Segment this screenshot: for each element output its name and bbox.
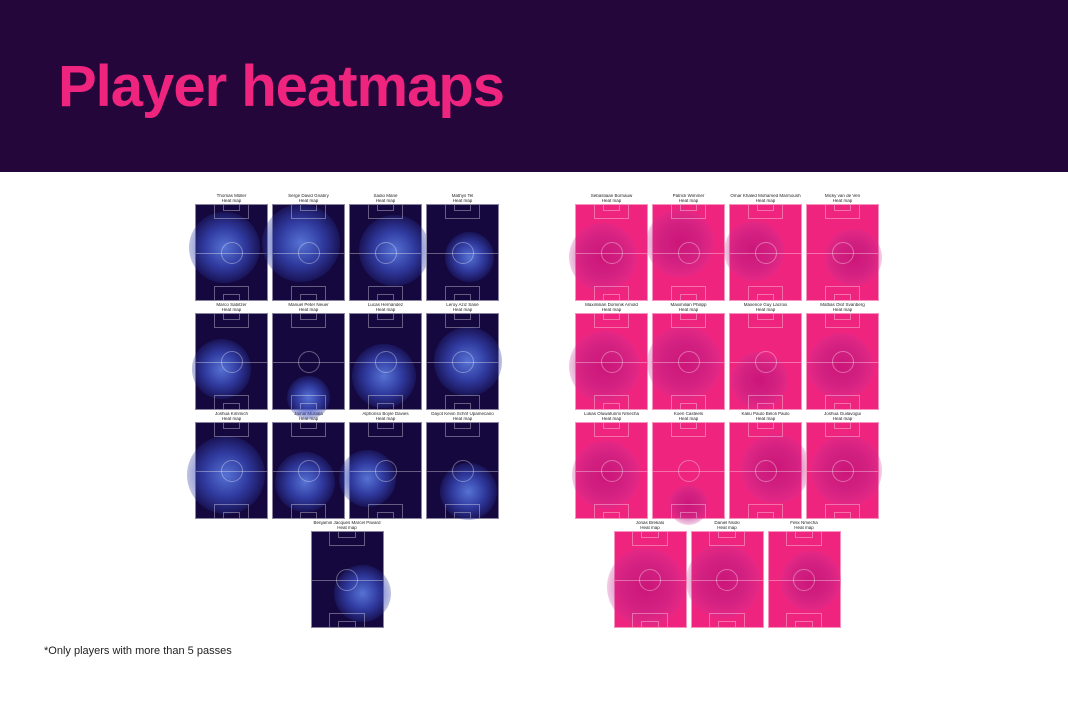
pitch-heatmap (195, 204, 268, 301)
player-name-label: Mathys TelHeat map (425, 194, 500, 204)
player-name-label: Leroy Aziz SanéHeat map (425, 303, 500, 313)
player-name-label: Maximilian PhilippHeat map (651, 303, 726, 313)
player-heatmap-card: Joshua GuilavoguiHeat map (805, 412, 880, 519)
player-name-label: Maximilian Dominik ArnoldHeat map (574, 303, 649, 313)
player-name-label: Felix NmechaHeat map (767, 521, 842, 531)
pitch-heatmap (806, 204, 879, 301)
player-name-label: Lukas Oluwafunmi NmechaHeat map (574, 412, 649, 422)
heatmap-row: Sebastiaan BornauwHeat mapPatrick Wimmer… (574, 194, 880, 301)
player-name-label: Lucas HernándezHeat map (348, 303, 423, 313)
player-heatmap-card: Patrick WimmerHeat map (651, 194, 726, 301)
player-heatmap-card: Joshua KimmichHeat map (194, 412, 269, 519)
pitch-heatmap (729, 422, 802, 519)
player-name-label: Alphonso Boyle DaviesHeat map (348, 412, 423, 422)
heatmap-row: Lukas Oluwafunmi NmechaHeat mapKoen Cast… (574, 412, 880, 519)
player-name-label: Patrick WimmerHeat map (651, 194, 726, 204)
player-name-label: Thomas MüllerHeat map (194, 194, 269, 204)
pitch-heatmap (272, 422, 345, 519)
player-name-label: Marco SabitzerHeat map (194, 303, 269, 313)
team-a-grid: Thomas MüllerHeat mapSerge David GnabryH… (194, 194, 500, 628)
player-heatmap-card: Leroy Aziz SanéHeat map (425, 303, 500, 410)
player-heatmap-card: Thomas MüllerHeat map (194, 194, 269, 301)
pitch-heatmap (311, 531, 384, 628)
player-name-label: Koen CasteelsHeat map (651, 412, 726, 422)
pitch-heatmap (426, 313, 499, 410)
player-name-label: Mattias Olof SvanbergHeat map (805, 303, 880, 313)
player-heatmap-card: Dayot Kevin Schrif UpamecanoHeat map (425, 412, 500, 519)
player-name-label: Benjamin Jacques Marcel PavardHeat map (310, 521, 385, 531)
pitch-heatmap (806, 313, 879, 410)
pitch-heatmap (729, 204, 802, 301)
player-heatmap-card: Manuel Peter NeuerHeat map (271, 303, 346, 410)
player-name-label: Sadio ManéHeat map (348, 194, 423, 204)
pitch-heatmap (349, 204, 422, 301)
player-heatmap-card: Micky van de VenHeat map (805, 194, 880, 301)
pitch-heatmap (806, 422, 879, 519)
heatmap-row: Marco SabitzerHeat mapManuel Peter Neuer… (194, 303, 500, 410)
player-heatmap-card: Serge David GnabryHeat map (271, 194, 346, 301)
player-heatmap-card: Kaku Paulo Beloli PauloHeat map (728, 412, 803, 519)
heatmap-row: Maximilian Dominik ArnoldHeat mapMaximil… (574, 303, 880, 410)
player-heatmap-card: Marco SabitzerHeat map (194, 303, 269, 410)
pitch-heatmap (768, 531, 841, 628)
pitch-heatmap (729, 313, 802, 410)
player-heatmap-card: Maxence Guy LacroixHeat map (728, 303, 803, 410)
heatmap-row: Benjamin Jacques Marcel PavardHeat map (194, 521, 500, 628)
player-name-label: Dayot Kevin Schrif UpamecanoHeat map (425, 412, 500, 422)
pitch-heatmap (575, 204, 648, 301)
player-heatmap-card: Benjamin Jacques Marcel PavardHeat map (310, 521, 385, 628)
pitch-heatmap (652, 204, 725, 301)
player-heatmap-card: Mattias Olof SvanbergHeat map (805, 303, 880, 410)
pitch-heatmap (614, 531, 687, 628)
player-name-label: Serge David GnabryHeat map (271, 194, 346, 204)
player-name-label: Jamal MusialaHeat map (271, 412, 346, 422)
team-b-grid: Sebastiaan BornauwHeat mapPatrick Wimmer… (574, 194, 880, 628)
pitch-heatmap (349, 422, 422, 519)
player-name-label: Micky van de VenHeat map (805, 194, 880, 204)
player-name-label: Daniel NsokiHeat map (690, 521, 765, 531)
player-heatmap-card: Daniel NsokiHeat map (690, 521, 765, 628)
header-banner: Player heatmaps (0, 0, 1068, 172)
player-name-label: Kaku Paulo Beloli PauloHeat map (728, 412, 803, 422)
player-heatmap-card: Koen CasteelsHeat map (651, 412, 726, 519)
pitch-heatmap (195, 313, 268, 410)
player-name-label: Sebastiaan BornauwHeat map (574, 194, 649, 204)
pitch-heatmap (349, 313, 422, 410)
pitch-heatmap (691, 531, 764, 628)
player-name-label: Maxence Guy LacroixHeat map (728, 303, 803, 313)
player-heatmap-card: Felix NmechaHeat map (767, 521, 842, 628)
pitch-heatmap (272, 313, 345, 410)
content-area: Thomas MüllerHeat mapSerge David GnabryH… (0, 172, 1068, 712)
player-name-label: Joshua GuilavoguiHeat map (805, 412, 880, 422)
player-heatmap-card: Omar Khaled Mohamed MarmoushHeat map (728, 194, 803, 301)
player-name-label: Manuel Peter NeuerHeat map (271, 303, 346, 313)
footnote-text: *Only players with more than 5 passes (44, 645, 232, 657)
pitch-heatmap (575, 313, 648, 410)
player-name-label: Joshua KimmichHeat map (194, 412, 269, 422)
heatmap-row: Joshua KimmichHeat mapJamal MusialaHeat … (194, 412, 500, 519)
player-heatmap-card: Sadio ManéHeat map (348, 194, 423, 301)
heatmap-row: Jonas BrekaloHeat mapDaniel NsokiHeat ma… (574, 521, 880, 628)
player-heatmap-card: Lukas Oluwafunmi NmechaHeat map (574, 412, 649, 519)
pitch-heatmap (652, 422, 725, 519)
player-heatmap-card: Jamal MusialaHeat map (271, 412, 346, 519)
pitch-heatmap (652, 313, 725, 410)
player-name-label: Jonas BrekaloHeat map (613, 521, 688, 531)
player-heatmap-card: Lucas HernándezHeat map (348, 303, 423, 410)
player-heatmap-card: Mathys TelHeat map (425, 194, 500, 301)
player-heatmap-card: Alphonso Boyle DaviesHeat map (348, 412, 423, 519)
player-heatmap-card: Sebastiaan BornauwHeat map (574, 194, 649, 301)
player-name-label: Omar Khaled Mohamed MarmoushHeat map (728, 194, 803, 204)
pitch-heatmap (426, 204, 499, 301)
pitch-heatmap (272, 204, 345, 301)
pitch-heatmap (426, 422, 499, 519)
player-heatmap-card: Maximilian PhilippHeat map (651, 303, 726, 410)
player-heatmap-card: Maximilian Dominik ArnoldHeat map (574, 303, 649, 410)
pitch-heatmap (195, 422, 268, 519)
pitch-heatmap (575, 422, 648, 519)
page-title: Player heatmaps (58, 53, 504, 120)
heatmap-row: Thomas MüllerHeat mapSerge David GnabryH… (194, 194, 500, 301)
player-heatmap-card: Jonas BrekaloHeat map (613, 521, 688, 628)
